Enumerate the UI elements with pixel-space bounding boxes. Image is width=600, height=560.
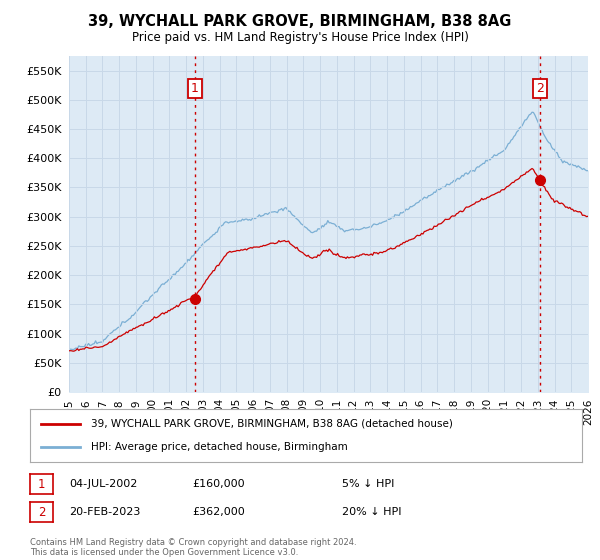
Text: 1: 1 <box>38 478 45 491</box>
Text: 2: 2 <box>536 82 544 95</box>
Text: 20-FEB-2023: 20-FEB-2023 <box>69 507 140 517</box>
Text: £160,000: £160,000 <box>192 479 245 489</box>
Text: 39, WYCHALL PARK GROVE, BIRMINGHAM, B38 8AG (detached house): 39, WYCHALL PARK GROVE, BIRMINGHAM, B38 … <box>91 419 452 429</box>
Text: 5% ↓ HPI: 5% ↓ HPI <box>342 479 394 489</box>
Text: 1: 1 <box>191 82 199 95</box>
Text: 04-JUL-2002: 04-JUL-2002 <box>69 479 137 489</box>
Text: Contains HM Land Registry data © Crown copyright and database right 2024.
This d: Contains HM Land Registry data © Crown c… <box>30 538 356 557</box>
Text: 20% ↓ HPI: 20% ↓ HPI <box>342 507 401 517</box>
Text: 39, WYCHALL PARK GROVE, BIRMINGHAM, B38 8AG: 39, WYCHALL PARK GROVE, BIRMINGHAM, B38 … <box>88 14 512 29</box>
Text: £362,000: £362,000 <box>192 507 245 517</box>
Text: Price paid vs. HM Land Registry's House Price Index (HPI): Price paid vs. HM Land Registry's House … <box>131 31 469 44</box>
Text: 2: 2 <box>38 506 45 519</box>
Text: HPI: Average price, detached house, Birmingham: HPI: Average price, detached house, Birm… <box>91 442 347 452</box>
